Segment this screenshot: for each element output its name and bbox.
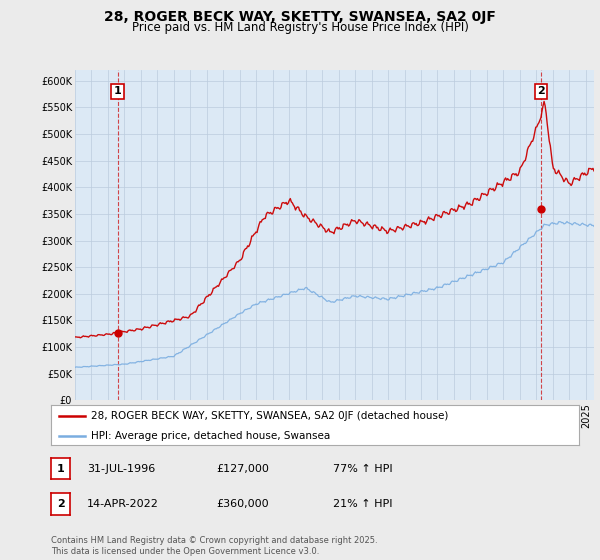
Text: 77% ↑ HPI: 77% ↑ HPI <box>333 464 392 474</box>
Text: 2: 2 <box>537 86 545 96</box>
Text: Price paid vs. HM Land Registry's House Price Index (HPI): Price paid vs. HM Land Registry's House … <box>131 21 469 34</box>
Text: 14-APR-2022: 14-APR-2022 <box>87 499 159 509</box>
Text: 31-JUL-1996: 31-JUL-1996 <box>87 464 155 474</box>
Text: £360,000: £360,000 <box>216 499 269 509</box>
Text: 2: 2 <box>57 499 64 509</box>
Text: 21% ↑ HPI: 21% ↑ HPI <box>333 499 392 509</box>
Text: Contains HM Land Registry data © Crown copyright and database right 2025.
This d: Contains HM Land Registry data © Crown c… <box>51 536 377 556</box>
Text: 1: 1 <box>113 86 121 96</box>
Text: HPI: Average price, detached house, Swansea: HPI: Average price, detached house, Swan… <box>91 431 330 441</box>
Text: 28, ROGER BECK WAY, SKETTY, SWANSEA, SA2 0JF (detached house): 28, ROGER BECK WAY, SKETTY, SWANSEA, SA2… <box>91 411 448 421</box>
Text: 28, ROGER BECK WAY, SKETTY, SWANSEA, SA2 0JF: 28, ROGER BECK WAY, SKETTY, SWANSEA, SA2… <box>104 10 496 24</box>
Text: £127,000: £127,000 <box>216 464 269 474</box>
Text: 1: 1 <box>57 464 64 474</box>
